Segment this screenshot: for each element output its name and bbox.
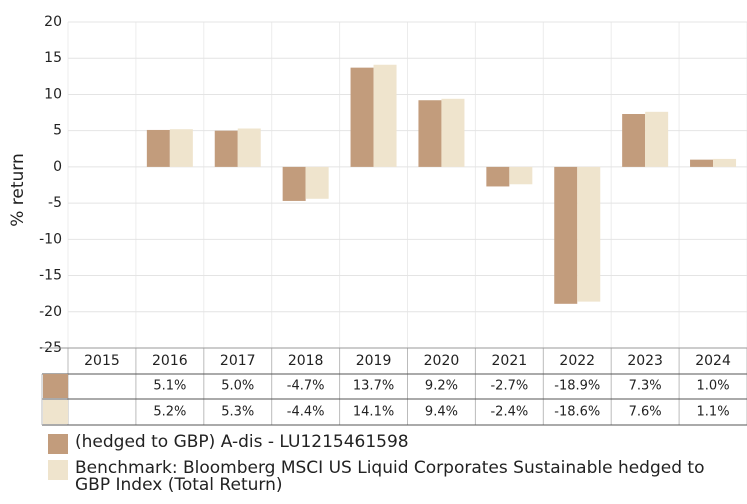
y-tick-label: 5 [53, 123, 62, 139]
value-label: -18.6% [554, 405, 600, 420]
bar [441, 98, 465, 167]
legend-label: (hedged to GBP) A-dis - LU1215461598 [75, 432, 409, 452]
bar [486, 166, 510, 187]
bar [418, 100, 442, 167]
value-label: 5.0% [221, 379, 254, 394]
y-tick-label: -15 [39, 268, 62, 284]
value-label: 9.4% [425, 405, 458, 420]
y-tick-label: 0 [53, 159, 62, 175]
legend-item: Benchmark: Bloomberg MSCI US Liquid Corp… [48, 460, 738, 494]
x-tick-label: 2016 [152, 353, 188, 369]
x-tick-label: 2018 [288, 353, 324, 369]
value-label: 5.2% [153, 405, 186, 420]
value-label: -2.4% [490, 405, 528, 420]
value-label: 7.6% [629, 405, 662, 420]
x-tick-label: 2015 [84, 353, 120, 369]
bar [509, 166, 533, 185]
y-tick-label: -5 [48, 195, 62, 211]
legend-item: (hedged to GBP) A-dis - LU1215461598 [48, 434, 738, 454]
x-tick-label: 2024 [695, 353, 731, 369]
bar [373, 64, 397, 167]
legend-label: Benchmark: Bloomberg MSCI US Liquid Corp… [75, 458, 705, 495]
x-tick-label: 2019 [356, 353, 392, 369]
bar [169, 129, 193, 167]
value-label: 7.3% [629, 379, 662, 394]
x-tick-label: 2017 [220, 353, 256, 369]
bar [237, 128, 261, 167]
bar [350, 67, 374, 167]
bar [214, 130, 238, 167]
legend: (hedged to GBP) A-dis - LU1215461598 Benc… [48, 434, 738, 500]
x-tick-label: 2022 [559, 353, 595, 369]
value-label: 1.1% [697, 405, 730, 420]
value-label: 13.7% [353, 379, 394, 394]
value-label: -4.7% [287, 379, 325, 394]
y-tick-label: 15 [44, 50, 62, 66]
value-label: 5.1% [153, 379, 186, 394]
y-tick-label: 10 [44, 86, 62, 102]
y-tick-label: 20 [44, 14, 62, 30]
value-label: 9.2% [425, 379, 458, 394]
bar [554, 166, 578, 304]
bar [622, 114, 646, 167]
bar [305, 166, 329, 199]
value-label: 1.0% [697, 379, 730, 394]
x-tick-label: 2023 [627, 353, 663, 369]
legend-swatch [48, 460, 68, 480]
value-label: -4.4% [287, 405, 325, 420]
legend-swatch [48, 434, 68, 454]
x-tick-label: 2020 [424, 353, 460, 369]
bar [645, 111, 669, 167]
table-swatch [43, 374, 68, 398]
value-label: -2.7% [490, 379, 528, 394]
bar [146, 129, 170, 167]
bar [690, 159, 714, 167]
y-tick-label: -10 [39, 231, 62, 247]
value-label: 14.1% [353, 405, 394, 420]
y-tick-label: -20 [39, 304, 62, 320]
x-tick-label: 2021 [492, 353, 528, 369]
table-swatch [43, 400, 68, 424]
bar [577, 166, 601, 302]
y-axis-label: % return [8, 153, 28, 227]
value-label: -18.9% [554, 379, 600, 394]
bar [282, 166, 306, 201]
value-label: 5.3% [221, 405, 254, 420]
bar [713, 158, 737, 167]
